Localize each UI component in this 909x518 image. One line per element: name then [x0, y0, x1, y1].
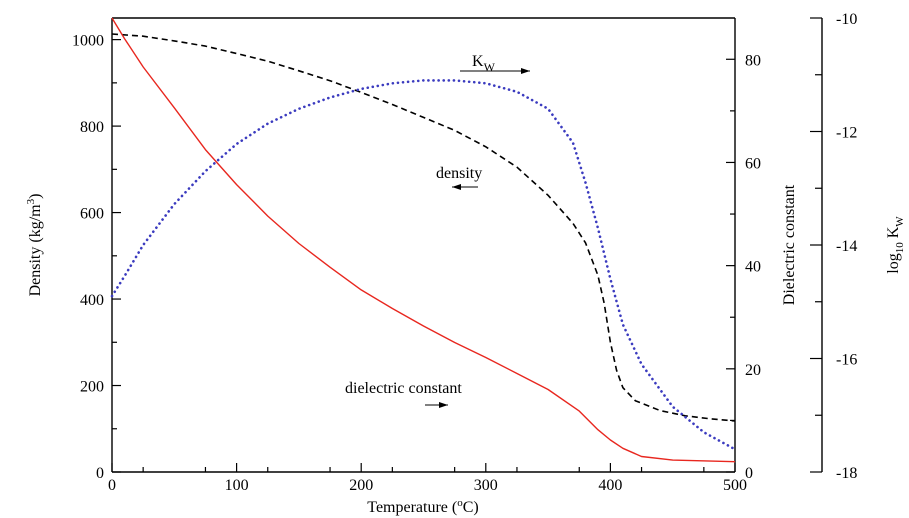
- series-kw-line: [110, 79, 737, 451]
- kw-annotation-sub: W: [484, 60, 496, 74]
- right-tick-label: 0: [745, 465, 753, 482]
- series-layer: [110, 17, 737, 463]
- left-axis-title: Density (kg/m3): [25, 194, 44, 297]
- far-right-axis-ticks: -10 -12 -14 -16 -18: [810, 11, 857, 482]
- left-tick-label: 0: [96, 465, 104, 482]
- far-right-axis-title-log: log: [885, 253, 902, 273]
- left-axis-title-pre: Density (kg/m: [27, 204, 44, 297]
- right-tick-label: 20: [745, 362, 761, 379]
- x-tick-label: 400: [598, 477, 622, 494]
- far-right-tick-label: -16: [836, 352, 857, 369]
- x-tick-label: 500: [723, 477, 747, 494]
- far-right-tick-label: -14: [836, 238, 857, 255]
- far-right-tick-label: -12: [836, 125, 857, 142]
- x-tick-label: 200: [349, 477, 373, 494]
- right-tick-label: 40: [745, 259, 761, 276]
- left-tick-label: 200: [80, 379, 104, 396]
- density-arrow: [452, 184, 478, 190]
- right-axis-ticks: 0 20 40 60 80: [726, 52, 761, 482]
- left-tick-label: 1000: [72, 33, 104, 50]
- x-axis-title-deg: o: [457, 497, 463, 509]
- series-dielectric-constant-line: [111, 17, 736, 463]
- right-tick-label: 60: [745, 155, 761, 172]
- x-axis-title: Temperature (oC): [367, 497, 478, 516]
- left-tick-label: 800: [80, 119, 104, 136]
- series-density-line: [111, 33, 736, 422]
- left-tick-label: 600: [80, 206, 104, 223]
- right-axis-title: Dielectric constant: [781, 184, 798, 305]
- x-axis-title-post: C): [463, 499, 479, 516]
- left-axis-title-post: ): [27, 194, 44, 199]
- kw-arrow: [460, 68, 530, 74]
- x-tick-label: 300: [474, 477, 498, 494]
- left-axis-ticks: 0 200 400 600 800 1000: [72, 33, 121, 482]
- kw-annotation-k: K: [472, 53, 484, 70]
- x-tick-label: 100: [225, 477, 249, 494]
- left-axis-title-sup: 3: [25, 198, 37, 204]
- far-right-tick-label: -18: [836, 465, 857, 482]
- far-right-tick-label: -10: [836, 11, 857, 28]
- x-axis-ticks: 0 100 200 300 400 500: [108, 463, 747, 494]
- far-right-axis-title-subw: W: [894, 216, 906, 227]
- x-tick-label: 0: [108, 477, 116, 494]
- far-right-axis-title-sub10: 10: [894, 242, 906, 254]
- dielectric-arrow: [425, 402, 448, 408]
- dielectric-annotation: dielectric constant: [345, 380, 462, 397]
- far-right-axis-title-k: K: [885, 226, 902, 242]
- far-right-axis-title: log10 KW: [885, 216, 906, 274]
- x-axis-title-pre: Temperature (: [367, 499, 457, 516]
- right-tick-label: 80: [745, 52, 761, 69]
- density-annotation: density: [436, 165, 482, 182]
- left-tick-label: 400: [80, 292, 104, 309]
